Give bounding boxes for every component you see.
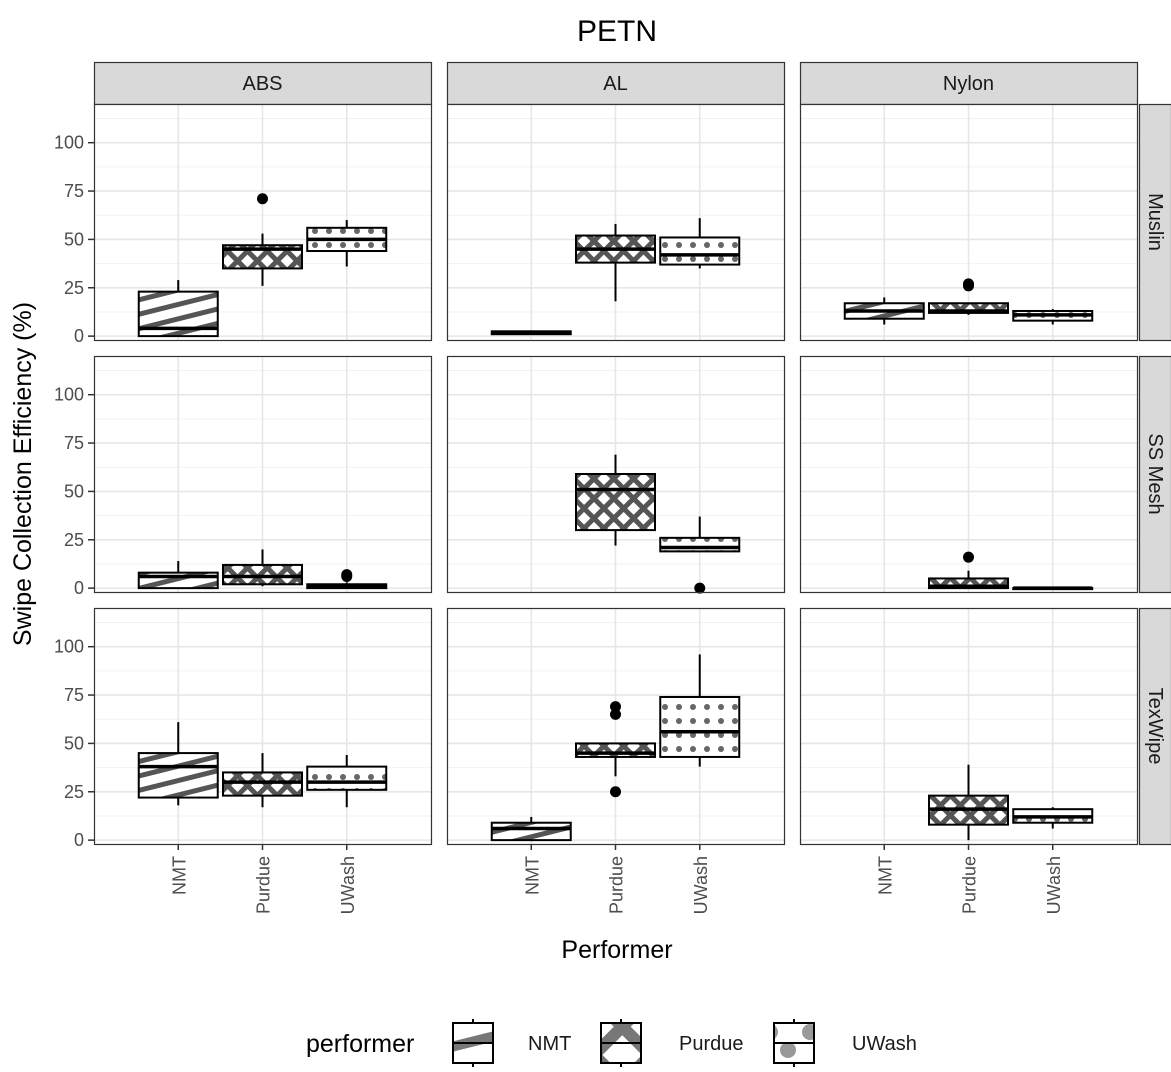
y-tick-label: 0 (74, 830, 84, 850)
x-tick-label-uwash: UWash (691, 856, 711, 914)
y-tick-label: 100 (54, 637, 84, 657)
y-tick-label: 0 (74, 326, 84, 346)
x-tick-label-purdue: Purdue (254, 856, 274, 914)
row-strip-label-muslin: Muslin (1144, 193, 1166, 251)
col-strip-label-abs: ABS (242, 73, 282, 95)
box-texwipe-al-purdue-outlier (610, 786, 621, 797)
row-strip-label-ss-mesh: SS Mesh (1144, 433, 1166, 514)
y-tick-label: 25 (64, 530, 84, 550)
y-tick-label: 25 (64, 782, 84, 802)
y-tick-label: 75 (64, 433, 84, 453)
y-axis-title: Swipe Collection Efficiency (%) (9, 302, 37, 646)
box-muslin-nylon-purdue-outlier (963, 278, 974, 289)
y-tick-label: 100 (54, 385, 84, 405)
box-texwipe-abs-uwash-body (307, 767, 386, 790)
x-tick-label-purdue: Purdue (607, 856, 627, 914)
box-ss-mesh-abs-uwash-outlier (341, 569, 352, 580)
legend-title: performer (306, 1030, 414, 1058)
col-strip-label-nylon: Nylon (943, 73, 994, 95)
box-muslin-abs-purdue-outlier (257, 193, 268, 204)
y-tick-label: 0 (74, 578, 84, 598)
box-texwipe-abs-purdue-body (223, 772, 302, 795)
box-texwipe-al-uwash-body (660, 697, 739, 757)
x-tick-label-nmt: NMT (522, 856, 542, 895)
x-tick-label-purdue: Purdue (960, 856, 980, 914)
box-ss-mesh-abs-purdue-body (223, 565, 302, 584)
x-tick-label-nmt: NMT (875, 856, 895, 895)
box-ss-mesh-al-uwash-body (660, 538, 739, 552)
row-strip-label-texwipe: TexWipe (1144, 688, 1166, 765)
box-texwipe-al-nmt-body (492, 823, 571, 840)
x-axis-title: Performer (561, 936, 672, 964)
legend-label-uwash: UWash (852, 1033, 917, 1055)
y-tick-label: 100 (54, 133, 84, 153)
box-muslin-al-uwash-body (660, 237, 739, 264)
y-tick-label: 25 (64, 278, 84, 298)
legend-label-purdue: Purdue (679, 1033, 744, 1055)
box-texwipe-al-purdue-outlier (610, 701, 621, 712)
col-strip-label-al: AL (603, 73, 627, 95)
chart-title: PETN (577, 15, 657, 48)
legend-label-nmt: NMT (528, 1033, 571, 1055)
box-texwipe-al-purdue-body (576, 743, 655, 757)
y-tick-label: 75 (64, 685, 84, 705)
y-tick-label: 75 (64, 181, 84, 201)
y-tick-label: 50 (64, 481, 84, 501)
y-tick-label: 50 (64, 229, 84, 249)
box-ss-mesh-al-purdue-body (576, 474, 655, 530)
box-texwipe-abs-nmt-body (139, 753, 218, 797)
x-tick-label-uwash: UWash (1044, 856, 1064, 914)
y-tick-label: 50 (64, 733, 84, 753)
box-ss-mesh-nylon-purdue-outlier (963, 552, 974, 563)
x-tick-label-nmt: NMT (169, 856, 189, 895)
x-tick-label-uwash: UWash (338, 856, 358, 914)
